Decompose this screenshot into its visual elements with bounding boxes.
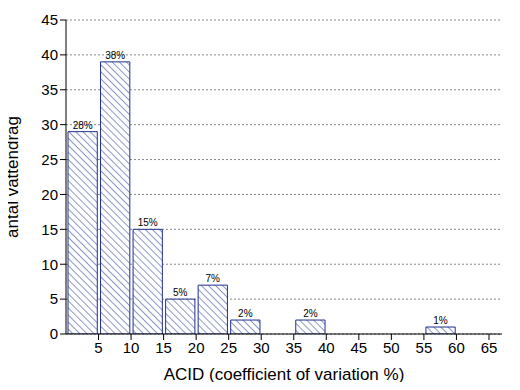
svg-text:40: 40 bbox=[41, 46, 58, 63]
svg-text:45: 45 bbox=[350, 339, 367, 356]
svg-text:60: 60 bbox=[448, 339, 465, 356]
svg-text:50: 50 bbox=[383, 339, 400, 356]
svg-text:5%: 5% bbox=[173, 287, 188, 298]
svg-text:35: 35 bbox=[41, 81, 58, 98]
svg-text:antal vattendrag: antal vattendrag bbox=[8, 116, 22, 238]
svg-text:30: 30 bbox=[253, 339, 270, 356]
svg-text:1%: 1% bbox=[433, 315, 448, 326]
svg-text:15: 15 bbox=[155, 339, 172, 356]
svg-text:25: 25 bbox=[41, 151, 58, 168]
svg-text:25: 25 bbox=[220, 339, 237, 356]
svg-text:20: 20 bbox=[41, 186, 58, 203]
svg-text:15%: 15% bbox=[138, 217, 158, 228]
svg-text:40: 40 bbox=[318, 339, 335, 356]
svg-text:7%: 7% bbox=[206, 273, 221, 284]
svg-text:15: 15 bbox=[41, 221, 58, 238]
svg-text:55: 55 bbox=[416, 339, 433, 356]
svg-text:28%: 28% bbox=[73, 120, 93, 131]
svg-text:45: 45 bbox=[41, 11, 58, 28]
svg-text:30: 30 bbox=[41, 116, 58, 133]
svg-text:ACID (coefficient of variation: ACID (coefficient of variation %) bbox=[164, 365, 405, 382]
svg-text:5: 5 bbox=[50, 290, 58, 307]
svg-text:5: 5 bbox=[94, 339, 102, 356]
svg-text:20: 20 bbox=[188, 339, 205, 356]
svg-text:10: 10 bbox=[41, 256, 58, 273]
svg-text:38%: 38% bbox=[105, 50, 125, 61]
svg-text:35: 35 bbox=[285, 339, 302, 356]
svg-text:10: 10 bbox=[123, 339, 140, 356]
svg-text:2%: 2% bbox=[303, 308, 318, 319]
svg-text:0: 0 bbox=[50, 325, 58, 342]
svg-text:2%: 2% bbox=[238, 308, 253, 319]
svg-text:65: 65 bbox=[481, 339, 498, 356]
